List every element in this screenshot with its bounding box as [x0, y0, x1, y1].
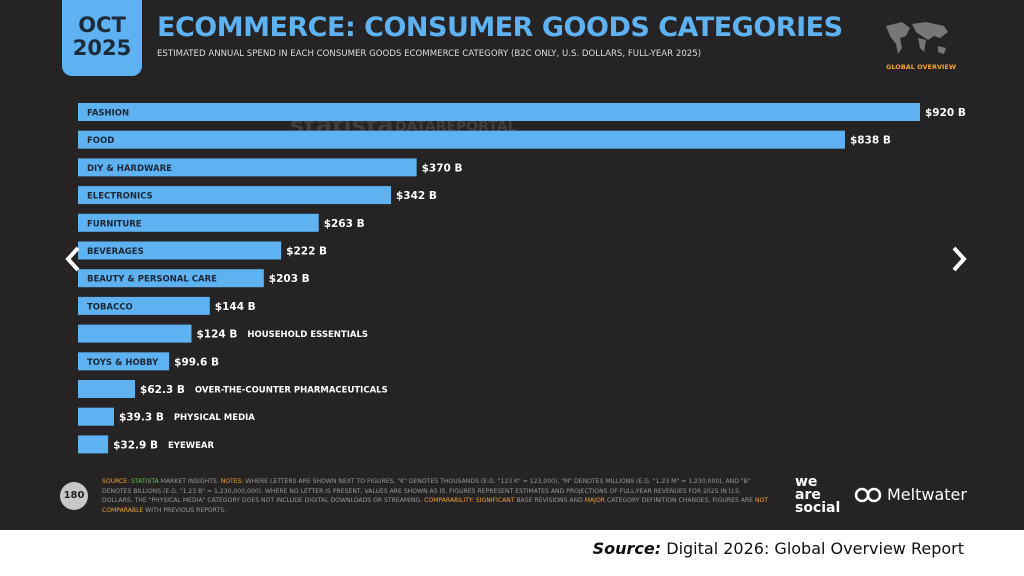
bar	[78, 186, 392, 205]
category-label: HOUSEHOLD ESSENTIALS	[247, 330, 368, 340]
category-label: PHYSICAL MEDIA	[174, 413, 255, 423]
value-label: $124 B	[196, 329, 237, 341]
value-label: $263 B	[324, 218, 365, 230]
value-label: $838 B	[850, 135, 891, 147]
note: SIGNIFICANT	[473, 497, 515, 505]
value-label: $920 B	[925, 107, 966, 119]
note: NOT COMPARABLE	[102, 497, 769, 514]
note: MAJOR	[584, 497, 606, 505]
category-label: BEVERAGES	[87, 247, 144, 257]
page-number: 180	[60, 482, 88, 510]
caption-label: Source:	[592, 539, 662, 558]
we-are-social-logo: we are social	[795, 474, 841, 516]
value-label: $99.6 B	[174, 356, 219, 368]
bar	[78, 296, 210, 315]
month: OCT	[78, 13, 126, 37]
bar	[78, 213, 319, 232]
meltwater-logo: Meltwater	[853, 485, 967, 504]
value-label: $39.3 B	[119, 412, 164, 424]
note: WITH PREVIOUS REPORTS.	[143, 506, 227, 514]
footer-notes: SOURCE: STATISTA MARKET INSIGHTS. NOTES:…	[102, 477, 772, 515]
value-label: $370 B	[422, 162, 463, 174]
value-label: $203 B	[269, 273, 310, 285]
next-arrow[interactable]	[944, 244, 974, 274]
bar	[78, 103, 920, 121]
logo-text: social	[795, 500, 841, 516]
bar	[78, 324, 192, 343]
chart-subtitle: ESTIMATED ANNUAL SPEND IN EACH CONSUMER …	[157, 49, 702, 59]
logo-text: Meltwater	[887, 485, 967, 504]
category-label: TOBACCO	[87, 302, 133, 312]
logo-text: are	[795, 487, 821, 503]
world-map	[886, 22, 948, 54]
bar	[78, 407, 114, 426]
map-label: GLOBAL OVERVIEW	[886, 63, 957, 71]
chart: statista DATAREPORTAL $920 BFASHION$838 …	[78, 103, 966, 454]
value-label: $144 B	[215, 301, 256, 313]
year: 2025	[72, 36, 132, 60]
bar	[78, 380, 136, 398]
note: SOURCE:	[102, 478, 130, 485]
category-label: BEAUTY & PERSONAL CARE	[87, 275, 217, 285]
category-label: EYEWEAR	[168, 441, 215, 451]
caption-text: Digital 2026: Global Overview Report	[666, 539, 964, 558]
note: MARKET INSIGHTS.	[158, 478, 221, 485]
bar	[78, 435, 109, 454]
caption: Source: Digital 2026: Global Overview Re…	[593, 539, 964, 558]
category-label: OVER-THE-COUNTER PHARMACEUTICALS	[195, 386, 388, 396]
category-label: TOYS & HOBBY	[87, 358, 159, 368]
value-label: $32.9 B	[113, 439, 158, 451]
category-label: FASHION	[87, 109, 129, 119]
note: COMPARABILITY:	[424, 497, 474, 505]
bar	[78, 269, 264, 288]
prev-arrow[interactable]	[58, 244, 88, 274]
chart-title: ECOMMERCE: CONSUMER GOODS CATEGORIES	[157, 12, 843, 43]
value-label: $62.3 B	[140, 384, 185, 396]
date-badge: OCT 2025	[62, 0, 142, 76]
bar	[78, 130, 845, 149]
value-label: $342 B	[396, 190, 437, 202]
category-label: DIY & HARDWARE	[87, 164, 172, 174]
logo-text: we	[795, 474, 818, 490]
note: WHERE LETTERS ARE SHOWN NEXT TO FIGURES,…	[102, 478, 751, 505]
slide: OCT 2025 ECOMMERCE: CONSUMER GOODS CATEGO…	[0, 0, 1024, 530]
meltwater-icon	[854, 487, 882, 502]
bar	[78, 352, 170, 371]
value-label: $222 B	[286, 246, 327, 258]
note: CATEGORY DEFINITION CHANGES. FIGURES ARE	[605, 497, 755, 505]
category-label: FOOD	[87, 136, 114, 146]
bar	[78, 158, 417, 177]
note: BASE REVISIONS AND	[514, 497, 585, 505]
note: STATISTA	[129, 478, 159, 485]
bar	[78, 241, 282, 260]
note: NOTES:	[220, 478, 244, 485]
category-label: ELECTRONICS	[87, 192, 153, 202]
category-label: FURNITURE	[87, 219, 142, 229]
